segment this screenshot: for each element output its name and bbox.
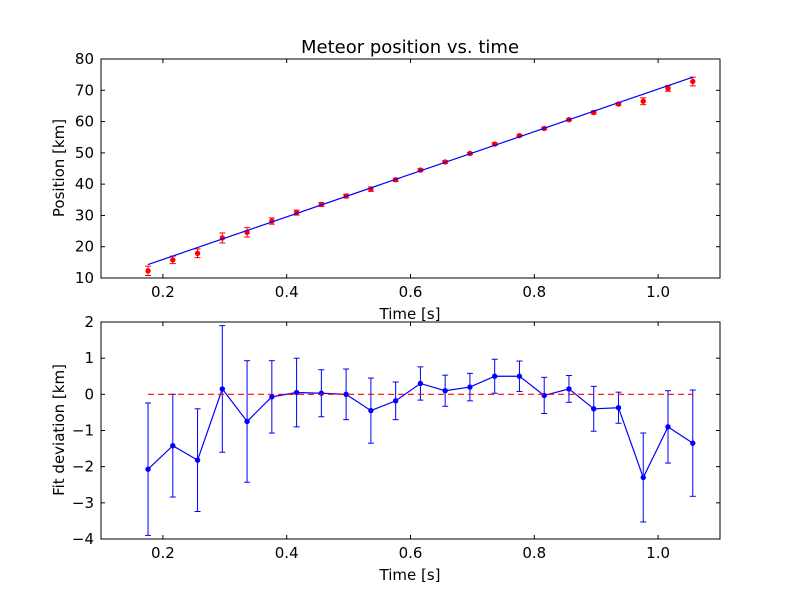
data-point — [591, 406, 597, 412]
fit-line — [147, 76, 693, 266]
x-tick-label: 0.4 — [275, 283, 299, 301]
chart-title: Meteor position vs. time — [301, 37, 519, 58]
data-point — [442, 388, 448, 394]
x-tick-label: 0.4 — [275, 544, 299, 562]
x-axis-label: Time [s] — [379, 305, 441, 323]
x-tick-label: 0.8 — [522, 283, 546, 301]
data-point — [640, 474, 646, 481]
y-tick-label: 1 — [84, 349, 94, 367]
data-point — [219, 386, 226, 392]
y-tick-label: 0 — [84, 385, 94, 403]
data-point — [145, 268, 151, 274]
data-point — [170, 257, 176, 263]
y-tick-label: 50 — [75, 144, 94, 162]
x-tick-label: 1.0 — [646, 544, 670, 562]
data-point — [615, 405, 622, 411]
data-point — [640, 98, 646, 104]
deviation-subplot: 0.2 0.4 0.6 0.8 1.0 −4 −3 −2 −1 0 1 2 Time [s] Fit … — [50, 313, 721, 584]
data-point — [293, 389, 300, 396]
data-point — [665, 424, 671, 430]
y-tick-label: 80 — [75, 50, 94, 68]
data-point — [392, 398, 399, 404]
x-tick-label: 1.0 — [646, 283, 670, 301]
data-point — [269, 394, 275, 400]
data-point — [368, 407, 374, 414]
data-point — [690, 440, 696, 446]
data-point — [170, 442, 176, 449]
data-point — [244, 418, 250, 425]
data-point — [690, 78, 696, 85]
data-point — [194, 457, 201, 463]
plot-frame — [100, 58, 721, 279]
y-tick-label: 20 — [75, 238, 94, 256]
y-tick-label: 40 — [75, 175, 94, 193]
y-tick-label: −4 — [72, 530, 94, 548]
y-tick-label: 2 — [84, 313, 94, 331]
x-axis-label: Time [s] — [379, 566, 441, 584]
data-point — [665, 85, 671, 92]
data-point — [145, 466, 151, 472]
position-subplot: Meteor position vs. time 0.2 0.4 0.6 0.8 1.0… — [50, 37, 721, 323]
data-point — [566, 386, 572, 392]
x-tick-label: 0.6 — [399, 283, 423, 301]
data-point — [516, 373, 523, 379]
y-tick-label: −1 — [72, 422, 94, 440]
y-tick-label: 70 — [75, 81, 94, 99]
x-tick-label: 0.2 — [151, 283, 175, 301]
x-tick-label: 0.8 — [522, 544, 546, 562]
y-tick-label: −2 — [72, 458, 94, 476]
data-point — [491, 373, 498, 379]
x-tick-label: 0.6 — [399, 544, 423, 562]
y-tick-label: 60 — [75, 113, 94, 131]
data-point — [467, 384, 473, 390]
y-axis-label: Fit deviation [km] — [50, 364, 68, 496]
data-point — [194, 250, 201, 256]
data-point — [343, 391, 349, 398]
y-tick-label: 10 — [75, 269, 94, 287]
y-tick-label: −3 — [72, 494, 94, 512]
y-tick-label: 30 — [75, 206, 94, 224]
data-point — [417, 380, 424, 387]
y-axis-label: Position [km] — [50, 119, 68, 217]
x-tick-label: 0.2 — [151, 544, 175, 562]
